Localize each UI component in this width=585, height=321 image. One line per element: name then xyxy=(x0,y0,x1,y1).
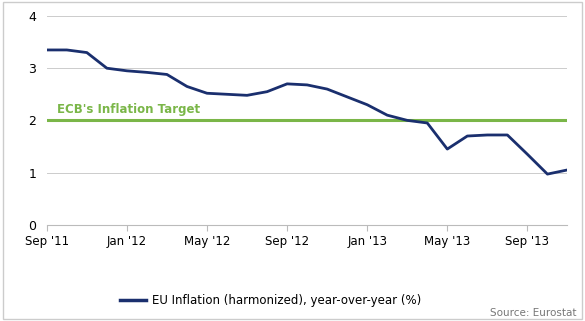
Text: Source: Eurostat: Source: Eurostat xyxy=(490,308,576,318)
Text: ECB's Inflation Target: ECB's Inflation Target xyxy=(57,103,200,116)
Legend: EU Inflation (harmonized), year-over-year (%): EU Inflation (harmonized), year-over-yea… xyxy=(115,289,426,311)
